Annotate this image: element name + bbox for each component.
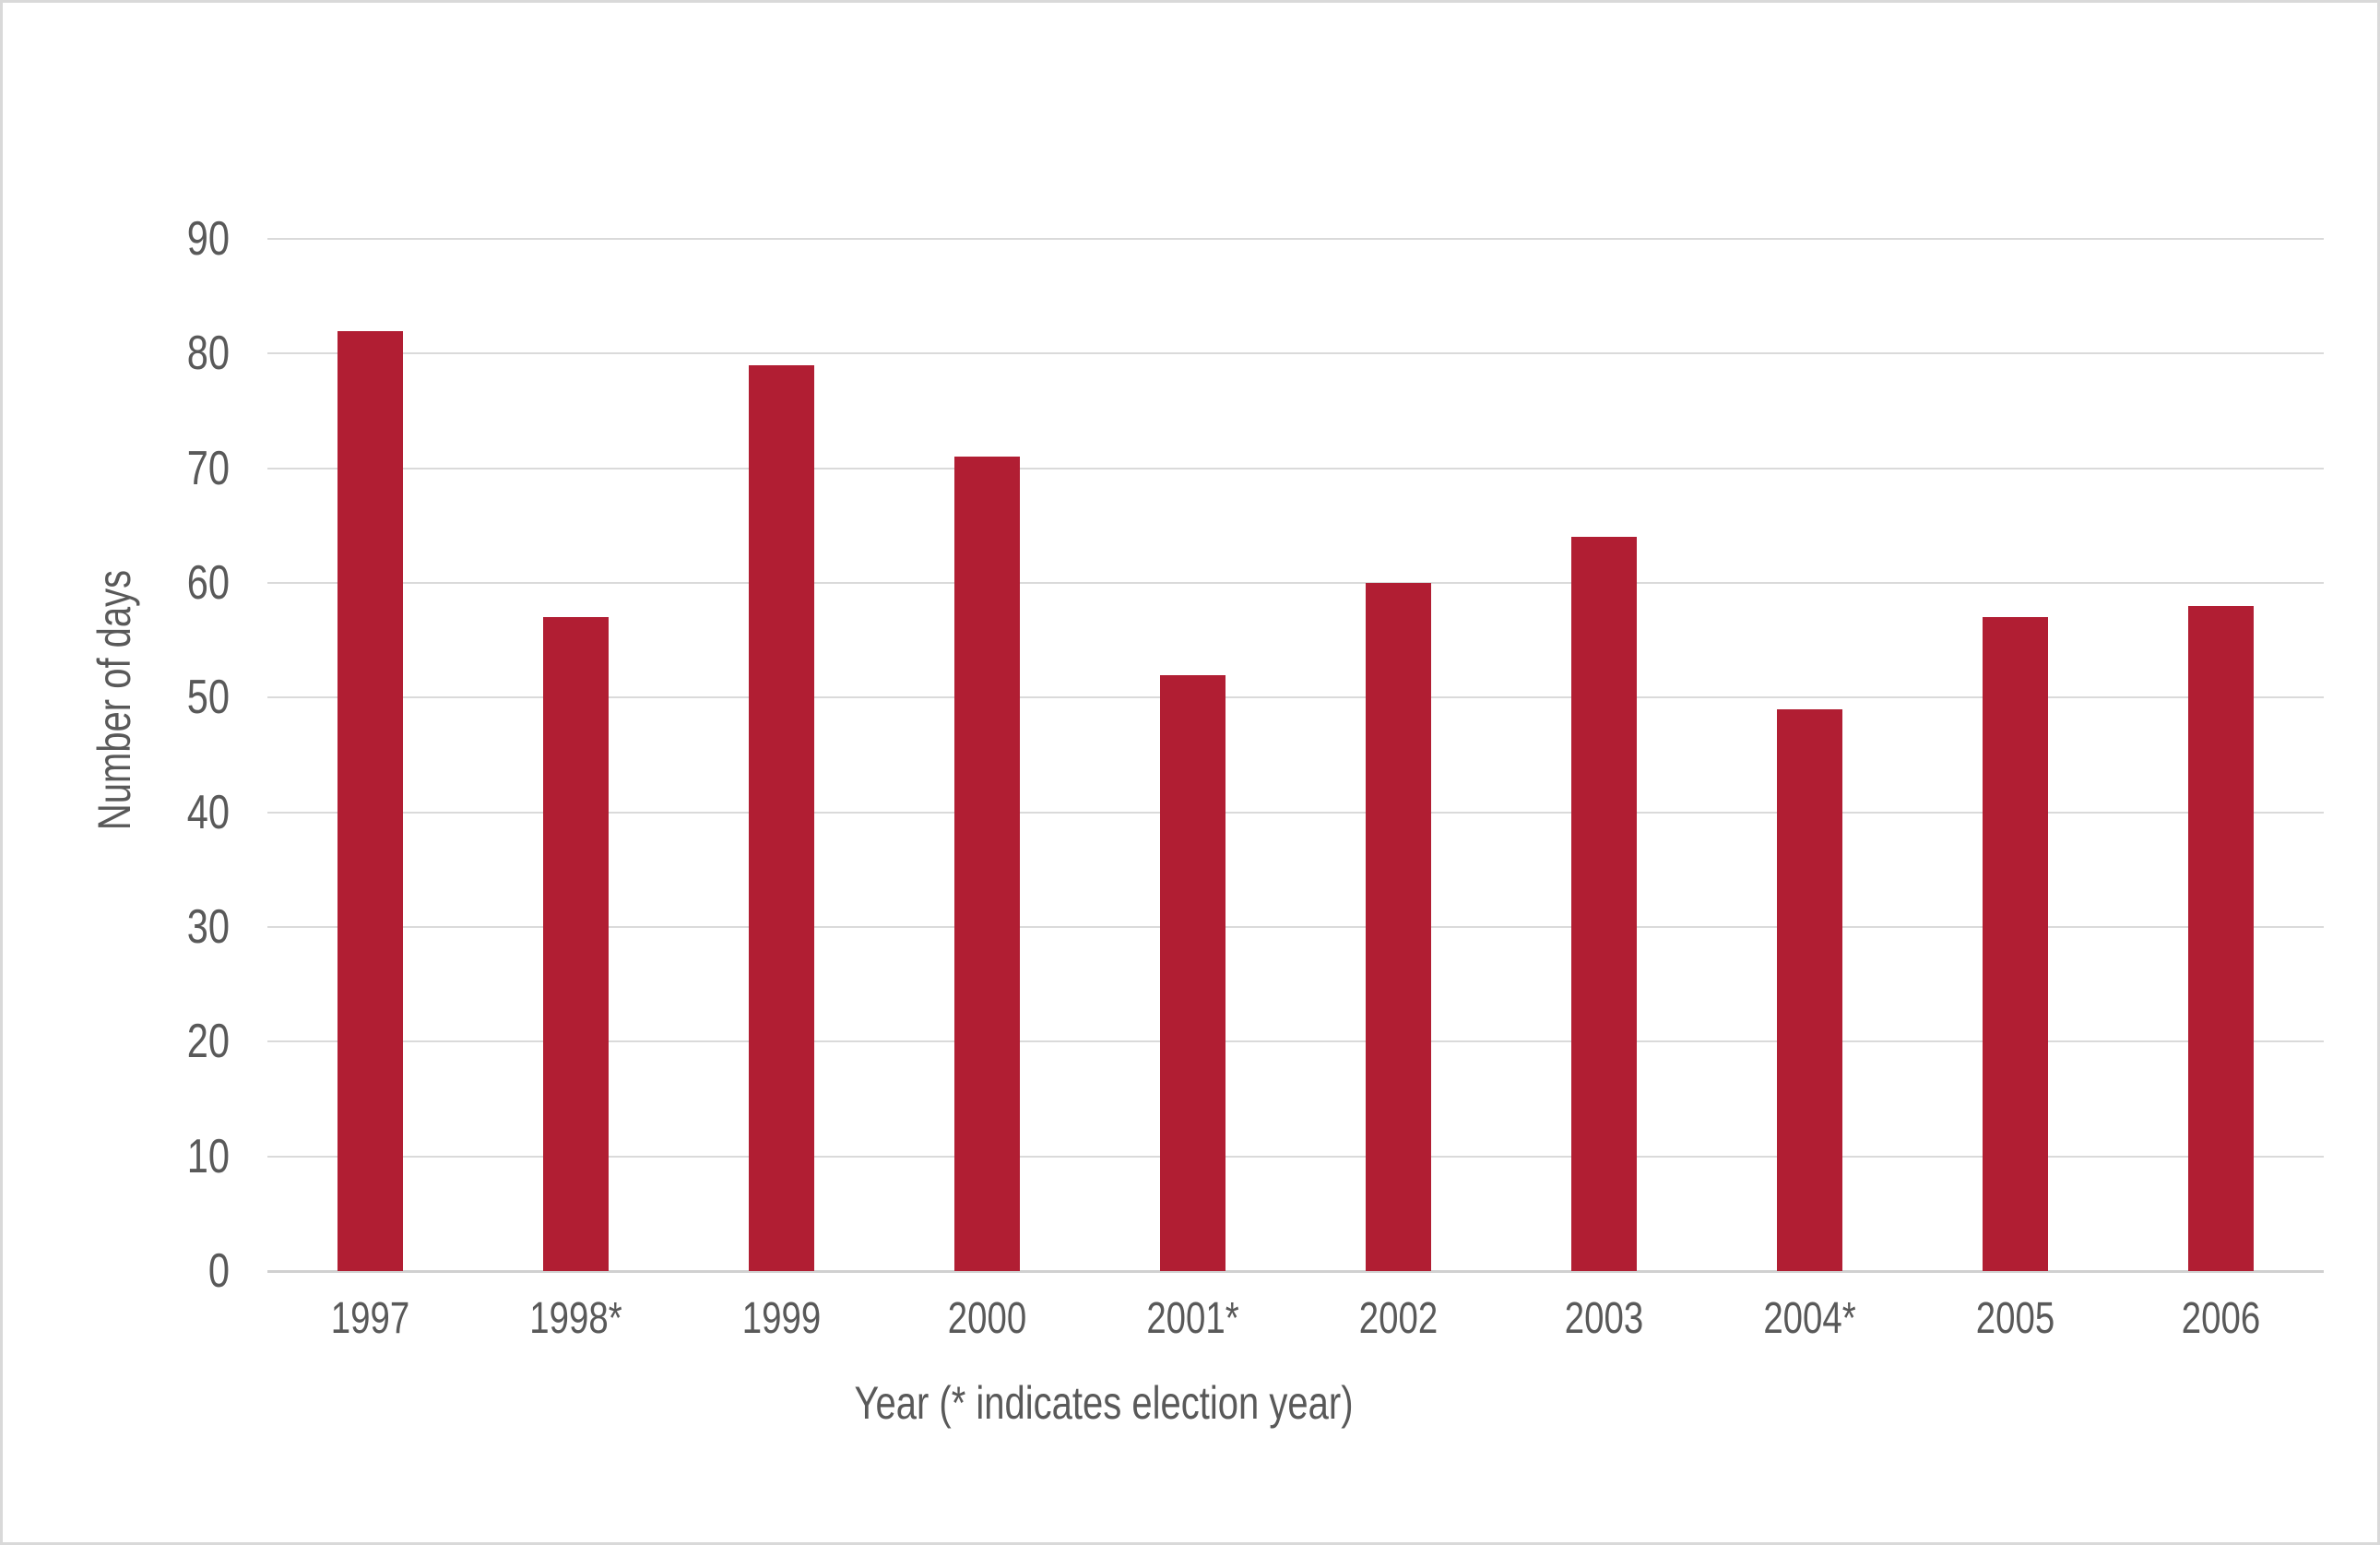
gridline [267, 1040, 2324, 1043]
gridline [267, 238, 2324, 240]
x-axis-title: Year (* indicates election year) [854, 1377, 1354, 1429]
x-tick-label: 2001* [1146, 1294, 1239, 1343]
y-tick-label: 50 [186, 671, 230, 725]
y-axis-title: Number of days [89, 569, 140, 831]
x-tick-label: 2006 [2181, 1294, 2261, 1343]
gridline [267, 352, 2324, 355]
bar-2001 [1160, 674, 1226, 1271]
y-tick-label: 80 [186, 327, 230, 381]
y-tick-label: 90 [186, 212, 230, 266]
y-tick-label: 70 [186, 441, 230, 495]
bar-2002 [1366, 583, 1431, 1271]
gridline [267, 467, 2324, 469]
bar-1998 [543, 617, 609, 1271]
plot-area [267, 238, 2324, 1273]
x-tick-label: 2000 [947, 1294, 1027, 1343]
gridline [267, 1155, 2324, 1158]
x-tick-label: 2005 [1975, 1294, 2055, 1343]
y-tick-label: 20 [186, 1015, 230, 1069]
gridline [267, 926, 2324, 928]
x-tick-label: 2002 [1358, 1294, 1439, 1343]
y-tick-label: 30 [186, 900, 230, 954]
bar-1997 [337, 330, 403, 1271]
x-axis-baseline [267, 1269, 2324, 1273]
y-tick-label: 0 [207, 1244, 230, 1298]
y-tick-label: 60 [186, 556, 230, 610]
x-tick-label: 1997 [330, 1294, 410, 1343]
bar-2000 [954, 457, 1020, 1271]
y-tick-label: 10 [186, 1129, 230, 1183]
x-tick-label: 1999 [741, 1294, 822, 1343]
bar-2004 [1777, 708, 1842, 1271]
bar-2005 [1983, 617, 2048, 1271]
y-tick-label: 40 [186, 785, 230, 839]
gridline [267, 811, 2324, 814]
x-tick-label: 2004* [1763, 1294, 1856, 1343]
bar-1999 [749, 364, 814, 1271]
gridline [267, 696, 2324, 699]
x-tick-label: 1998* [529, 1294, 622, 1343]
gridline [267, 582, 2324, 584]
bar-2006 [2188, 605, 2254, 1271]
x-tick-label: 2003 [1564, 1294, 1644, 1343]
bar-2003 [1571, 537, 1637, 1271]
